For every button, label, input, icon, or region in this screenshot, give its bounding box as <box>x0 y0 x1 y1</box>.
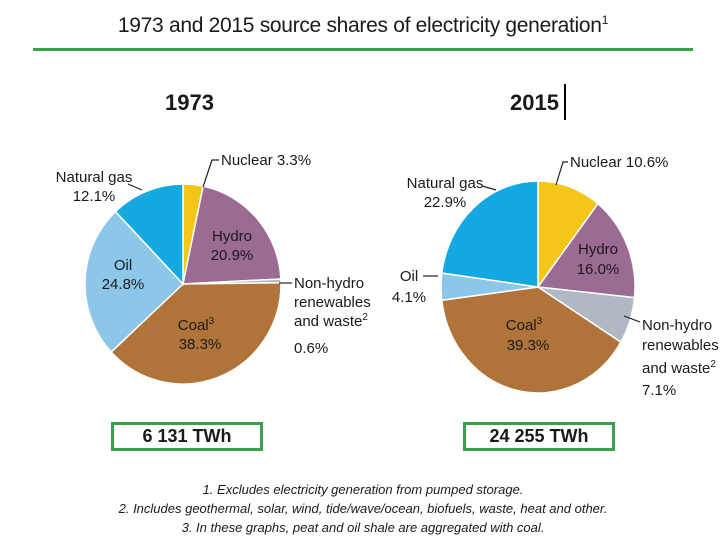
label-nonhydro-2015-line2: renewables <box>642 337 719 354</box>
slice-gas-1973 <box>114 183 184 286</box>
pie-1973 <box>84 183 282 385</box>
leader-nuclear-2015 <box>555 161 568 186</box>
slice-gas-2015 <box>441 180 539 288</box>
pie-title-1973: 1973 <box>165 90 214 115</box>
label-hydro-1973: Hydro <box>212 228 252 245</box>
label-nonhydro-1973-line3: and waste2 <box>294 312 368 330</box>
label-nonhydro-2015-line3: and waste2 <box>642 359 716 377</box>
value-oil-1973: 24.8% <box>102 276 145 293</box>
slice-nuclear-2015 <box>537 180 599 290</box>
label-nonhydro-1973-line1: Non-hydro <box>294 275 364 292</box>
value-gas-1973: 12.1% <box>73 188 116 205</box>
footnote-3: 3. In these graphs, peat and oil shale a… <box>181 520 545 535</box>
slice-coal-1973 <box>110 281 282 385</box>
label-coal-2015: Coal3 <box>506 316 543 334</box>
label-nonhydro-1973-line2: renewables <box>294 294 371 311</box>
value-nonhydro-2015: 7.1% <box>642 382 676 399</box>
footnote-1: 1. Excludes electricity generation from … <box>202 482 524 497</box>
label-gas-2015: Natural gas <box>407 175 484 192</box>
footnote-2: 2. Includes geothermal, solar, wind, tid… <box>118 501 608 516</box>
value-coal-2015: 39.3% <box>507 337 550 354</box>
label-nonhydro-2015-line1: Non-hydro <box>642 317 712 334</box>
label-nuclear-2015: Nuclear 10.6% <box>570 154 668 171</box>
slice-coal-2015 <box>440 286 622 394</box>
value-hydro-2015: 16.0% <box>577 261 620 278</box>
text-cursor <box>564 84 566 120</box>
label-gas-1973: Natural gas <box>56 169 133 186</box>
value-coal-1973: 38.3% <box>179 336 222 353</box>
label-nuclear-1973: Nuclear 3.3% <box>221 152 311 169</box>
total-2015: 24 255 TWh <box>463 422 615 451</box>
value-gas-2015: 22.9% <box>424 194 467 211</box>
total-1973: 6 131 TWh <box>111 422 263 451</box>
value-oil-2015: 4.1% <box>392 289 426 306</box>
leader-nuclear-1973 <box>202 159 219 188</box>
slice-hydro-1973 <box>182 185 282 285</box>
slice-oil-1973 <box>84 210 185 354</box>
leader-gas-2015 <box>481 185 497 191</box>
chart-title: 1973 and 2015 source shares of electrici… <box>117 13 609 37</box>
pie-title-2015: 2015 <box>510 90 559 115</box>
slice-hydro-2015 <box>536 202 636 299</box>
value-nonhydro-1973: 0.6% <box>294 340 328 357</box>
leader-gas-1973 <box>127 183 143 191</box>
label-coal-1973: Coal3 <box>178 316 215 334</box>
label-hydro-2015: Hydro <box>578 241 618 258</box>
value-hydro-1973: 20.9% <box>211 247 254 264</box>
title-divider <box>33 48 693 51</box>
label-oil-1973: Oil <box>114 257 132 274</box>
label-oil-2015: Oil <box>400 268 418 285</box>
leader-nonhydro-2015 <box>623 315 641 323</box>
pie-2015 <box>440 180 636 394</box>
